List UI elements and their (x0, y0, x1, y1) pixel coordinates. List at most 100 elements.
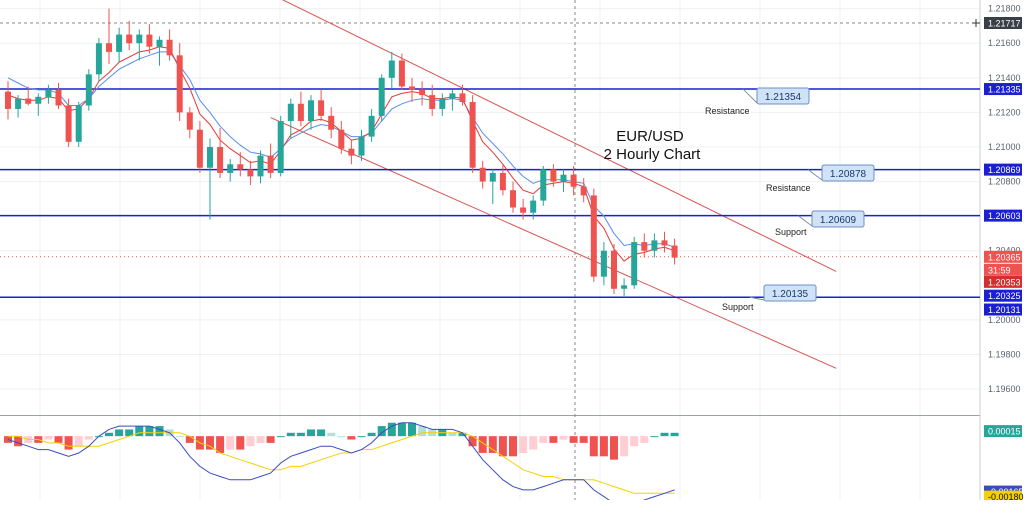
macd-histogram-bar (14, 436, 23, 447)
macd-histogram-bar (54, 436, 63, 443)
candle-body (146, 34, 153, 47)
channel-line (281, 0, 837, 272)
candle-body (479, 167, 486, 182)
macd-histogram-bar (44, 436, 53, 440)
candle-body (378, 77, 385, 116)
macd-histogram-bar (478, 436, 487, 453)
price-tick-label: 1.21400 (988, 73, 1021, 83)
macd-histogram-bar (276, 436, 285, 438)
candle-body (499, 172, 506, 191)
macd-histogram-bar (377, 426, 386, 437)
macd-histogram-bar (115, 429, 124, 437)
macd-histogram-bar (175, 436, 184, 438)
macd-histogram-bar (74, 436, 83, 447)
price-tag-bg (984, 16, 1022, 29)
candle-body (25, 98, 32, 104)
candle-body (570, 174, 577, 187)
macd-histogram-bar (468, 436, 477, 447)
candle-body (75, 105, 82, 142)
callout-value: 1.21354 (765, 92, 802, 103)
candle-body (398, 60, 405, 87)
macd-tag-bg (984, 425, 1022, 438)
candle-body (267, 155, 274, 173)
candle-body (429, 95, 436, 109)
macd-histogram-bar (327, 432, 336, 437)
macd-histogram-bar (216, 436, 225, 453)
candle-body (580, 186, 587, 196)
candle-body (348, 148, 355, 156)
candle-body (671, 245, 678, 258)
macd-histogram-bar (408, 422, 416, 437)
macd-histogram-bar (488, 436, 497, 453)
candle-body (540, 169, 547, 201)
macd-histogram-bar (296, 432, 305, 437)
macd-histogram-bar (418, 426, 427, 437)
candle-body (196, 129, 203, 168)
macd-histogram-bar (226, 436, 235, 450)
callout-leader (742, 88, 758, 104)
level-label: Support (722, 302, 754, 312)
macd-histogram-bar (529, 436, 538, 450)
price-tag: 1.20131 (988, 305, 1021, 315)
candle-body (287, 103, 294, 122)
macd-panel (4, 422, 679, 505)
price-tick-label: 1.20400 (988, 246, 1021, 256)
price-tag-bg (984, 209, 1022, 222)
descending-channel (270, 0, 837, 369)
macd-histogram-bar (640, 436, 649, 443)
callout-value: 1.20878 (830, 169, 867, 180)
macd-histogram-bar (135, 426, 144, 437)
macd-histogram-bar (105, 432, 113, 437)
price-tag: 1.21335 (988, 85, 1021, 95)
candle-body (136, 34, 143, 44)
macd-histogram-bar (317, 429, 326, 437)
candle-body (338, 129, 345, 149)
price-axis: 1.21800 1.21600 1.21400 1.21200 1.21000 1.208… (972, 0, 1024, 503)
macd-histogram-bar (458, 432, 467, 437)
callout-leader (749, 296, 765, 301)
price-tick-label: 1.21800 (988, 4, 1021, 14)
candle-body (661, 240, 668, 246)
candle-body (166, 39, 173, 56)
price-tick-label: 1.19800 (988, 349, 1021, 359)
macd-histogram-bar (236, 436, 245, 450)
macd-histogram-bar (337, 436, 346, 438)
price-tag-bg (984, 83, 1022, 96)
price-tag-bg (984, 250, 1022, 263)
macd-histogram-bar (387, 422, 396, 437)
candle-body (257, 155, 264, 177)
candle-body (358, 136, 365, 156)
level-label: Resistance (705, 106, 750, 116)
callout-leader (797, 215, 813, 227)
candle-body (520, 207, 527, 213)
macd-histogram-bar (206, 436, 214, 450)
macd-histogram-bar (569, 436, 578, 443)
macd-histogram-bar (256, 436, 265, 443)
candle-body (469, 102, 476, 168)
price-tag-bg (984, 289, 1022, 302)
callout-box (763, 284, 817, 302)
macd-histogram-bar (579, 436, 588, 443)
candle-body (560, 174, 567, 182)
candle-body (65, 105, 72, 142)
candle-body (45, 89, 52, 97)
macd-histogram-bar (286, 432, 295, 437)
price-tag: 1.20353 (988, 277, 1021, 287)
candle-body (550, 169, 557, 182)
level-label: Resistance (766, 183, 811, 193)
price-tick-label: 1.20000 (988, 315, 1021, 325)
callout-leader (807, 169, 823, 181)
candle-body (227, 164, 234, 173)
macd-histogram-bar (307, 429, 315, 437)
candle-body (530, 200, 537, 213)
candle-body (95, 43, 102, 75)
candle-body (651, 240, 658, 251)
candle-body (297, 103, 304, 122)
macd-histogram-bar (155, 426, 164, 437)
price-tag: 1.20603 (988, 211, 1021, 221)
candle-body (116, 34, 123, 52)
macd-histogram-bar (185, 436, 194, 443)
